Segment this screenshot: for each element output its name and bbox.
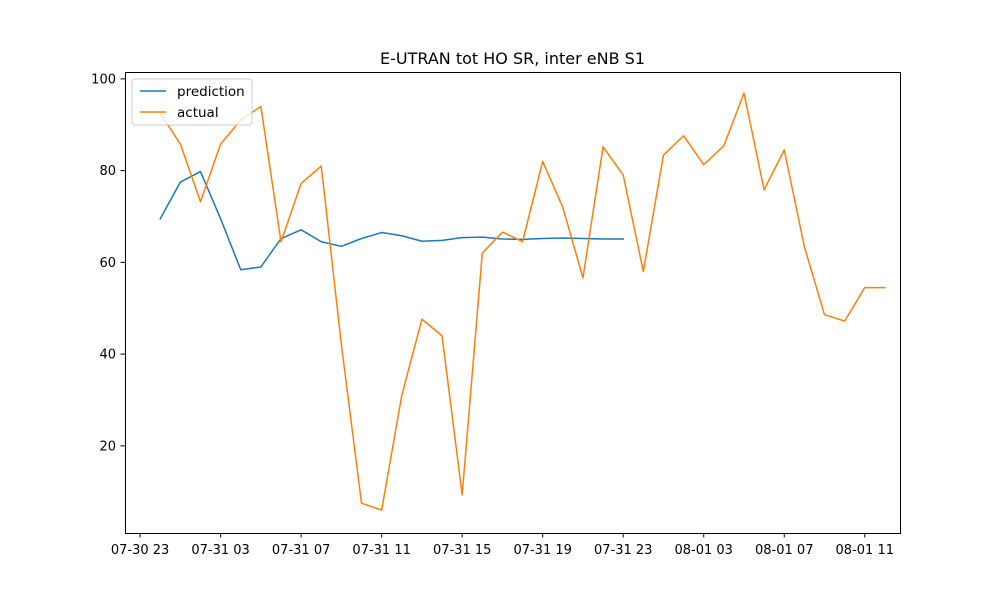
legend-label-actual: actual [177,105,219,121]
x-tick-label: 07-31 23 [594,543,652,558]
y-tick-label: 60 [99,256,116,271]
legend: prediction actual [131,78,253,126]
x-tick-label: 08-01 03 [675,543,733,558]
y-tick-label: 40 [99,348,116,363]
x-tick-label: 07-31 15 [433,543,491,558]
series-line-actual [159,92,886,511]
x-tick-label: 08-01 07 [755,543,813,558]
x-axis: 07-30 23 07-31 03 07-31 07 07-31 11 07-31 15… [111,533,894,558]
x-tick-label: 07-31 11 [352,543,410,558]
chart-title: E-UTRAN tot HO SR, inter eNB S1 [380,49,645,68]
y-tick-label: 20 [99,439,116,454]
x-tick-label: 07-31 07 [272,543,330,558]
plot-frame [125,72,901,534]
y-tick-label: 100 [91,72,116,87]
y-tick-label: 80 [99,164,116,179]
series-line-prediction [159,170,624,271]
x-tick-label: 07-31 19 [513,543,571,558]
x-tick-label: 08-01 11 [836,543,894,558]
y-axis: 20 40 60 80 100 [91,72,125,454]
x-tick-label: 07-30 23 [111,543,169,558]
legend-label-prediction: prediction [177,84,245,100]
plot-lines [159,92,886,511]
x-tick-label: 07-31 03 [191,543,249,558]
